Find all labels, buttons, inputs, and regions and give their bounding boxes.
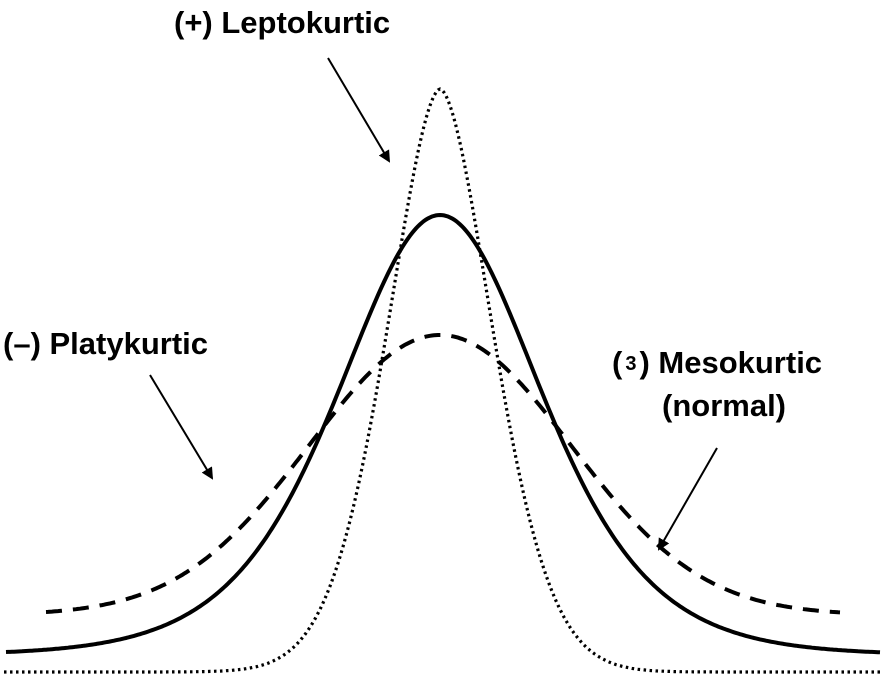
mesokurtic-close: ) Mesokurtic (639, 345, 822, 380)
platykurtic-label: (–) Platykurtic (3, 326, 208, 361)
leptokurtic-arrow (327, 57, 391, 163)
leptokurtic-label: (+) Leptokurtic (174, 5, 390, 40)
mesokurtic-sublabel: (normal) (662, 388, 786, 423)
mesokurtic-open-paren: ( (612, 345, 623, 380)
leptokurtic-curve (4, 87, 880, 674)
mesokurtic-arrow (658, 447, 718, 551)
platykurtic-curve (45, 333, 841, 615)
mesokurtic-curve (5, 212, 881, 655)
mesokurtic-label: (3) Mesokurtic (612, 345, 822, 380)
platykurtic-arrow (149, 374, 214, 480)
mesokurtic-number: 3 (625, 353, 636, 375)
